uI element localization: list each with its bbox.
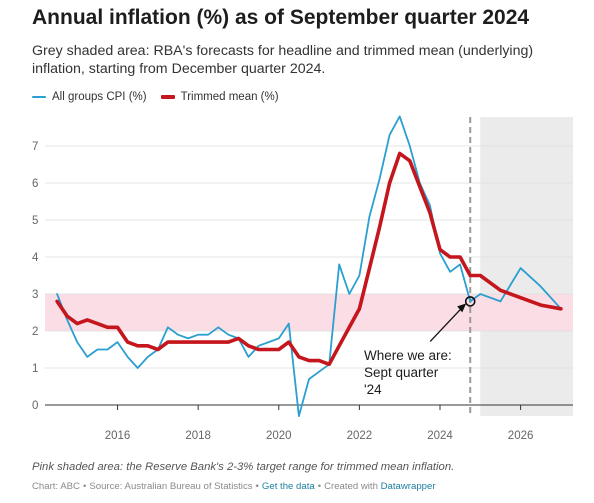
credit-separator: • bbox=[317, 481, 322, 492]
target-band bbox=[45, 294, 573, 331]
annotation-arrow-head bbox=[457, 303, 467, 313]
x-tick-label: 2026 bbox=[508, 430, 534, 442]
chart-title: Annual inflation (%) as of September qua… bbox=[32, 6, 530, 29]
legend-label-trimmed-mean: Trimmed mean (%) bbox=[180, 91, 279, 103]
datawrapper-link[interactable]: Datawrapper bbox=[380, 481, 436, 492]
credits: Chart: ABC • Source: Australian Bureau of … bbox=[32, 481, 592, 492]
y-tick-label: 4 bbox=[32, 252, 39, 264]
x-tick-label: 2024 bbox=[427, 430, 453, 442]
x-tick-label: 2018 bbox=[185, 430, 211, 442]
credit-separator: • bbox=[83, 481, 87, 492]
legend-item-trimmed-mean: Trimmed mean (%) bbox=[160, 91, 279, 103]
legend-swatch-cpi bbox=[32, 96, 46, 98]
annotation-text: Sept quarter bbox=[364, 365, 439, 380]
credit-separator: • bbox=[255, 481, 259, 492]
y-tick-label: 0 bbox=[32, 400, 38, 412]
legend-label-cpi: All groups CPI (%) bbox=[52, 91, 147, 103]
x-tick-label: 2022 bbox=[347, 430, 373, 442]
series-layer bbox=[55, 115, 563, 417]
credit-source: Source: Australian Bureau of Statistics bbox=[89, 481, 253, 492]
grid-layer: 0 1 2 3 4 5 6 7 2016 2018 2020 2022 2024 2026 bbox=[32, 117, 573, 442]
annotation-text: Where we are: bbox=[364, 348, 452, 363]
credit-created-with: Created with bbox=[324, 481, 378, 492]
cpi-line bbox=[56, 115, 562, 417]
x-tick-label: 2020 bbox=[266, 430, 292, 442]
y-tick-label: 7 bbox=[32, 141, 38, 153]
y-tick-label: 6 bbox=[32, 178, 38, 190]
x-tick-label: 2016 bbox=[105, 430, 131, 442]
annotation-layer: Where we are: Sept quarter '24 bbox=[364, 296, 476, 397]
background-layer bbox=[45, 117, 573, 416]
current-point-marker bbox=[464, 296, 476, 307]
chart-subtitle: Grey shaded area: RBA's forecasts for he… bbox=[32, 43, 534, 77]
forecast-shaded-area bbox=[480, 117, 573, 416]
legend-item-cpi: All groups CPI (%) bbox=[32, 91, 147, 103]
footnote: Pink shaded area: the Reserve Bank's 2-3… bbox=[32, 461, 455, 473]
annotation-arrow-line bbox=[429, 305, 464, 342]
inflation-chart: 0 1 2 3 4 5 6 7 2016 2018 2020 2022 2024 2026 Where w… bbox=[32, 115, 573, 442]
trimmed-mean-line bbox=[55, 151, 563, 367]
y-tick-label: 1 bbox=[32, 363, 38, 375]
y-tick-label: 5 bbox=[32, 215, 38, 227]
legend-swatch-trimmed-mean bbox=[160, 95, 175, 99]
y-tick-label: 2 bbox=[32, 326, 38, 338]
credit-chart: Chart: ABC bbox=[32, 481, 80, 492]
annotation-text: '24 bbox=[364, 382, 382, 397]
legend: All groups CPI (%) Trimmed mean (%) bbox=[32, 89, 293, 105]
y-tick-label: 3 bbox=[32, 289, 38, 301]
get-the-data-link[interactable]: Get the data bbox=[261, 481, 315, 492]
